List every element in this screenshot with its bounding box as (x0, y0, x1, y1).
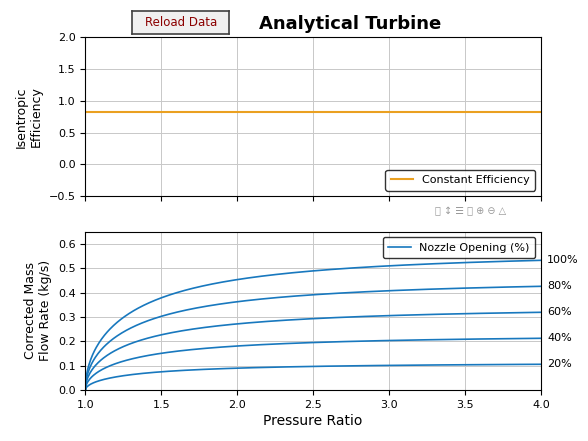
Text: 20%: 20% (547, 359, 572, 369)
X-axis label: Pressure Ratio: Pressure Ratio (263, 414, 363, 428)
Constant Efficiency (328, 110, 335, 115)
Legend: Constant Efficiency: Constant Efficiency (385, 170, 536, 191)
Text: 40%: 40% (547, 333, 572, 343)
Text: 100%: 100% (547, 255, 579, 265)
Constant Efficiency (353, 110, 360, 115)
Legend: Nozzle Opening (%): Nozzle Opening (%) (383, 237, 536, 258)
Constant Efficiency (298, 110, 305, 115)
Text: 60%: 60% (547, 307, 572, 318)
Text: 80%: 80% (547, 281, 572, 292)
Text: Analytical Turbine: Analytical Turbine (259, 15, 441, 34)
Text: ⛏ ↕ ☰ ✋ ⊕ ⊖ △: ⛏ ↕ ☰ ✋ ⊕ ⊖ △ (435, 206, 506, 216)
Y-axis label: Isentropic
Efficiency: Isentropic Efficiency (15, 86, 43, 148)
Constant Efficiency (455, 110, 462, 115)
Constant Efficiency (526, 110, 533, 115)
Constant Efficiency (82, 110, 89, 115)
Constant Efficiency (301, 110, 308, 115)
Text: Reload Data: Reload Data (145, 15, 217, 29)
Y-axis label: Corrected Mass
Flow Rate (kg/s): Corrected Mass Flow Rate (kg/s) (24, 260, 52, 362)
Constant Efficiency (537, 110, 544, 115)
